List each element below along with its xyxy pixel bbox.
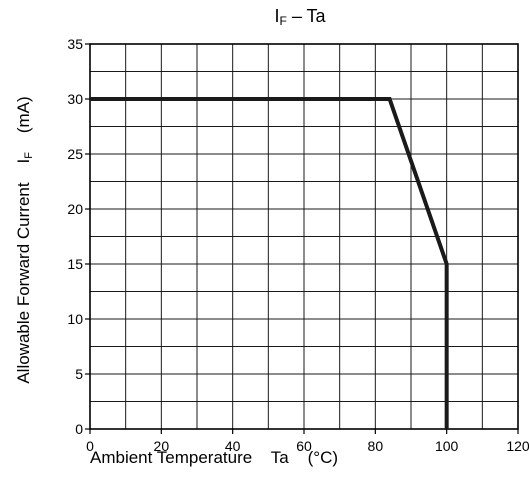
x-tick-label: 40: [225, 438, 241, 454]
x-tick-label: 80: [368, 438, 384, 454]
y-tick-label: 0: [75, 421, 83, 437]
y-tick-label: 25: [67, 146, 83, 162]
x-tick-label: 120: [506, 438, 529, 454]
derating-curve: [90, 97, 449, 429]
y-tick-label: 10: [67, 311, 83, 327]
y-tick-label: 35: [67, 36, 83, 52]
x-tick-label: 0: [86, 438, 94, 454]
y-tick-label: 20: [67, 201, 83, 217]
x-tick-label: 60: [296, 438, 312, 454]
chart-title: IF – Ta: [274, 6, 326, 28]
x-tick-label: 100: [435, 438, 459, 454]
y-tick-label: 5: [75, 366, 83, 382]
x-axis-label: Ambient Temperature Ta (°C): [90, 448, 339, 467]
y-tick-label: 15: [67, 256, 83, 272]
x-tick-label: 20: [154, 438, 170, 454]
y-tick-label: 30: [67, 91, 83, 107]
